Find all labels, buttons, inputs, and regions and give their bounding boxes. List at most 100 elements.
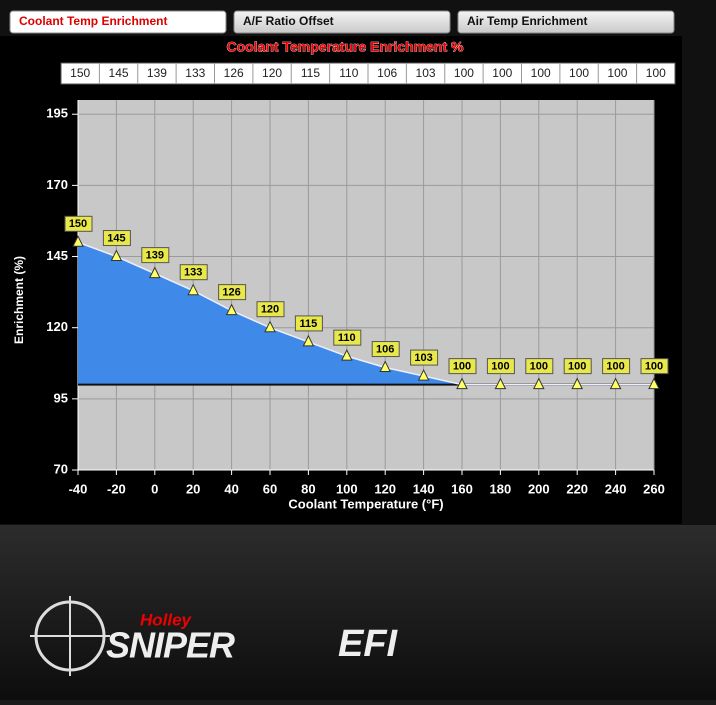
value-label-box	[294, 315, 323, 332]
x-tick-label: 60	[263, 481, 277, 496]
value-label-box	[602, 358, 631, 375]
table-cell[interactable]: 106	[377, 66, 397, 80]
table-cell[interactable]: 115	[301, 66, 320, 80]
x-tick-label: -20	[107, 481, 126, 496]
tab[interactable]: Air Temp Enrichment	[457, 10, 675, 34]
point-marker	[225, 303, 238, 316]
table-cell[interactable]: 139	[147, 66, 167, 80]
value-label: 139	[146, 250, 164, 262]
table-cell[interactable]: 120	[262, 66, 282, 80]
x-axis-label: Coolant Temperature (°F)	[288, 496, 443, 511]
point-marker	[148, 266, 161, 279]
table-cell[interactable]: 100	[531, 66, 551, 80]
x-tick-label: 180	[490, 481, 512, 496]
x-tick-label: 260	[643, 481, 665, 496]
value-label: 145	[107, 232, 125, 244]
x-tick-label: 40	[224, 481, 238, 496]
point-marker	[110, 249, 123, 262]
y-tick-label: 145	[46, 248, 68, 263]
value-label: 103	[414, 352, 432, 364]
value-label: 100	[530, 361, 548, 373]
value-label: 110	[338, 332, 356, 344]
tab-label[interactable]: Air Temp Enrichment	[467, 14, 587, 28]
value-label-box	[141, 247, 170, 264]
value-label-box	[102, 230, 131, 247]
value-label-box	[410, 349, 439, 366]
point-marker	[456, 377, 468, 390]
x-tick-label: 240	[605, 481, 627, 496]
table-cell[interactable]: 133	[185, 66, 205, 80]
tab-button[interactable]	[457, 10, 675, 34]
tab-button[interactable]	[233, 10, 451, 34]
y-tick-label: 170	[46, 177, 68, 192]
table-cell[interactable]: 150	[70, 66, 90, 80]
value-label-box	[371, 341, 400, 358]
value-label: 120	[261, 304, 279, 316]
tab[interactable]: Coolant Temp Enrichment	[9, 10, 227, 34]
point-marker	[571, 377, 584, 390]
value-label: 133	[184, 267, 202, 279]
table-cell[interactable]: 145	[109, 66, 129, 80]
y-tick-label: 70	[54, 461, 68, 476]
point-marker	[494, 377, 507, 390]
table-cell[interactable]: 103	[416, 66, 436, 80]
area	[78, 242, 654, 385]
point-marker	[609, 377, 622, 390]
y-tick-label: 195	[46, 106, 68, 121]
point-marker	[379, 360, 392, 373]
table-cell[interactable]: 100	[646, 66, 666, 80]
value-label: 100	[491, 361, 509, 373]
x-tick-label: 200	[528, 481, 550, 496]
value-label-box	[525, 358, 554, 375]
value-label-box	[640, 358, 669, 375]
tab-button[interactable]	[9, 10, 227, 34]
value-label: 100	[453, 361, 471, 373]
table-cell[interactable]: 126	[224, 66, 244, 80]
logo: Holley SNIPER EFI	[30, 596, 399, 676]
line	[77, 241, 654, 386]
point-marker	[264, 320, 276, 333]
tab-label[interactable]: Coolant Temp Enrichment	[19, 14, 167, 28]
y-tick-label: 95	[54, 390, 68, 405]
value-label: 100	[568, 361, 586, 373]
value-label: 126	[222, 287, 240, 299]
point-marker	[340, 349, 353, 361]
tab[interactable]: A/F Ratio Offset	[233, 10, 451, 34]
logo-product: SNIPER	[106, 625, 235, 666]
point-marker	[72, 235, 84, 247]
x-tick-label: 160	[451, 481, 473, 496]
point-marker	[187, 283, 200, 296]
chart-title: Coolant Temperature Enrichment %	[226, 39, 464, 55]
y-axis-label: Enrichment (%)	[12, 256, 26, 344]
table-cell[interactable]: 100	[569, 66, 589, 80]
table-cell[interactable]: 100	[607, 66, 627, 80]
value-label: 100	[606, 361, 624, 373]
logo-maker: Holley	[140, 610, 193, 629]
x-tick-label: 120	[374, 481, 396, 496]
table-cell[interactable]: 100	[454, 66, 474, 80]
value-label: 150	[69, 218, 87, 230]
value-label: 115	[300, 318, 318, 330]
tab-label[interactable]: A/F Ratio Offset	[243, 14, 334, 28]
value-label-box	[218, 284, 247, 301]
value-label: 100	[645, 361, 663, 373]
point-marker	[417, 368, 430, 381]
x-tick-label: 0	[151, 481, 158, 496]
value-label-box	[179, 264, 208, 281]
table-cell[interactable]: 110	[339, 66, 358, 80]
point-marker	[648, 377, 660, 390]
x-tick-label: 140	[413, 481, 435, 496]
y-tick-label: 120	[46, 319, 68, 334]
value-label-box	[64, 215, 93, 232]
logo-suffix: EFI	[338, 623, 399, 665]
value-label-box	[448, 358, 477, 375]
x-tick-label: 220	[566, 481, 588, 496]
x-tick-label: -40	[69, 481, 88, 496]
value-label-box	[486, 358, 515, 375]
value-label-box	[256, 301, 285, 318]
point-marker	[532, 377, 545, 390]
footer-background	[0, 525, 716, 700]
table-cell[interactable]: 100	[492, 66, 512, 80]
